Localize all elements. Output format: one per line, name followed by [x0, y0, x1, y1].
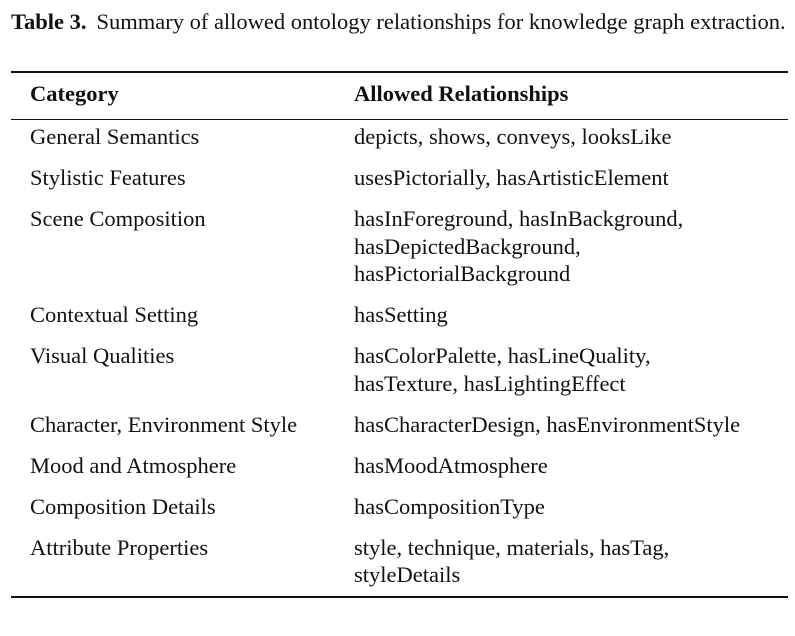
- table-cell-relationships: hasSetting: [354, 301, 786, 329]
- relationships-line: hasSetting: [354, 302, 448, 327]
- relationships-line: hasCompositionType: [354, 493, 545, 519]
- table-cell-category: Composition Details: [30, 493, 216, 519]
- relationships-line: hasMoodAtmosphere: [354, 452, 548, 478]
- table-cell-category: Scene Composition: [30, 206, 206, 231]
- table-caption-label: Table 3.: [11, 9, 87, 34]
- relationships-line: usesPictorially, hasArtisticElement: [354, 165, 669, 190]
- relationships-line: hasTexture, hasLightingEffect: [354, 370, 626, 396]
- table-cell-category: Contextual Setting: [30, 302, 199, 327]
- relationships-line: hasDepictedBackground,: [354, 233, 581, 259]
- table-cell-category: Mood and Atmosphere: [30, 452, 237, 478]
- relationships-line: hasInForeground, hasInBackground,: [354, 206, 684, 231]
- relationships-line: hasCharacterDesign, hasEnvironmentStyle: [354, 411, 741, 437]
- table-cell-category: Visual Qualities: [30, 343, 175, 368]
- relationships-line: hasPictorialBackground: [354, 261, 571, 286]
- table-cell-relationships: hasColorPalette, hasLineQuality, hasTextu…: [354, 342, 786, 397]
- relationships-line: style, technique, materials, hasTag,: [354, 534, 670, 560]
- table-cell-category: Character, Environment Style: [30, 411, 298, 437]
- table-cell-relationships: hasInForeground, hasInBackground, hasDepi…: [354, 205, 786, 288]
- table-bottom-rule: [11, 596, 788, 598]
- table-header-rule: [11, 119, 788, 120]
- table-cell-category: Attribute Properties: [30, 534, 209, 560]
- table-cell-relationships: usesPictorially, hasArtisticElement: [354, 164, 786, 192]
- table-cell-relationships: hasCharacterDesign, hasEnvironmentStyle: [354, 411, 786, 439]
- table-cell-category: Stylistic Features: [30, 165, 186, 190]
- relationships-line: styleDetails: [354, 562, 461, 587]
- relationships-line: hasColorPalette, hasLineQuality,: [354, 343, 651, 368]
- table-cell-relationships: style, technique, materials, hasTag, styl…: [354, 534, 786, 589]
- table-cell-relationships: depicts, shows, conveys, looksLike: [354, 123, 786, 151]
- table-cell-category: General Semantics: [30, 124, 200, 149]
- table-top-rule: [11, 71, 788, 73]
- relationships-line: depicts, shows, conveys, looksLike: [354, 124, 672, 149]
- table-cell-relationships: hasMoodAtmosphere: [354, 452, 786, 480]
- table-caption: Table 3. Summary of allowed ontology rela…: [11, 6, 786, 37]
- table-cell-relationships: hasCompositionType: [354, 493, 786, 521]
- table-caption-text: Summary of allowed ontology relationship…: [96, 9, 786, 34]
- column-header-allowed-relationships: Allowed Relationships: [354, 81, 569, 106]
- column-header-category: Category: [30, 81, 119, 106]
